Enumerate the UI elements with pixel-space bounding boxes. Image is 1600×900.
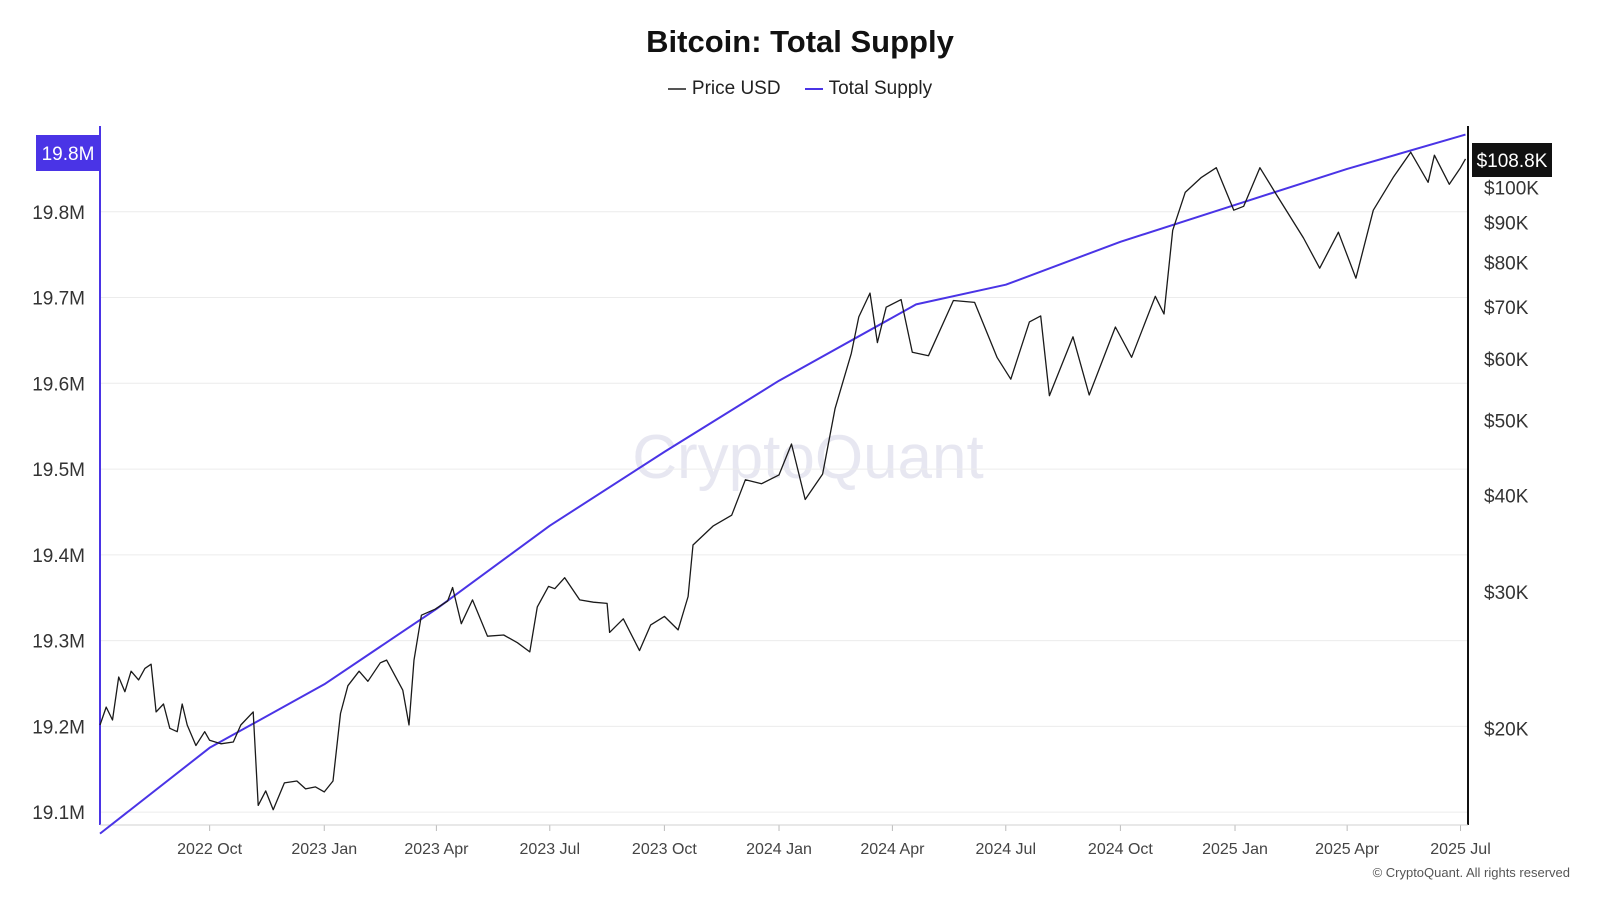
series-line-price-usd bbox=[99, 151, 1467, 811]
x-tick-label: 2023 Apr bbox=[404, 841, 469, 858]
x-tick-label: 2024 Apr bbox=[860, 841, 925, 858]
y-left-tick-label: 19.1M bbox=[32, 803, 85, 824]
y-right-tick-label: $70K bbox=[1484, 298, 1529, 319]
chart-title: Bitcoin: Total Supply bbox=[646, 24, 954, 59]
y-left-tick-label: 19.2M bbox=[32, 717, 85, 738]
x-tick-label: 2023 Oct bbox=[632, 841, 697, 858]
price-current-label-box bbox=[1472, 143, 1552, 177]
legend-label-price: Price USD bbox=[691, 78, 781, 99]
y-left-tick-label: 19.3M bbox=[32, 632, 85, 653]
y-left-tick-label: 19.5M bbox=[32, 460, 85, 481]
y-right-tick-label: $30K bbox=[1484, 583, 1529, 604]
supply-current-label: 19.8M bbox=[42, 144, 95, 165]
x-tick-label: 2023 Jan bbox=[291, 841, 357, 858]
x-tick-label: 2024 Jul bbox=[976, 841, 1037, 858]
legend-swatch-supply bbox=[804, 88, 823, 90]
legend-swatch-price bbox=[667, 88, 686, 90]
x-tick-label: 2023 Jul bbox=[520, 841, 581, 858]
y-right-tick-label: $90K bbox=[1484, 214, 1529, 235]
y-right-tick-label: $20K bbox=[1484, 719, 1529, 740]
legend-item-price[interactable]: Price USD bbox=[667, 78, 781, 100]
legend-item-supply[interactable]: Total Supply bbox=[804, 78, 933, 100]
x-tick-label: 2024 Jan bbox=[746, 841, 812, 858]
y-right-tick-label: $100K bbox=[1484, 178, 1539, 199]
x-tick-label: 2022 Oct bbox=[177, 841, 242, 858]
y-right-tick-label: $60K bbox=[1484, 350, 1529, 371]
y-right-tick-label: $50K bbox=[1484, 411, 1529, 432]
y-right-tick-label: $40K bbox=[1484, 486, 1529, 507]
y-right-tick-label: $80K bbox=[1484, 253, 1529, 274]
legend-label-supply: Total Supply bbox=[828, 78, 933, 99]
y-left-tick-label: 19.8M bbox=[32, 203, 85, 224]
axes bbox=[99, 126, 1469, 831]
series-line-total-supply bbox=[99, 133, 1466, 835]
x-tick-label: 2025 Jul bbox=[1430, 841, 1491, 858]
x-tick-label: 2025 Jan bbox=[1202, 841, 1268, 858]
series-lines bbox=[99, 133, 1467, 835]
tick-labels: 19.1M 19.2M 19.3M 19.4M 19.5M 19.6M 19.7M 19.8M… bbox=[32, 135, 1552, 858]
chart-legend: Price USD Total Supply bbox=[0, 78, 1600, 100]
watermark: CryptoQuant bbox=[632, 423, 984, 492]
x-tick-label: 2025 Apr bbox=[1315, 841, 1380, 858]
x-tick-label: 2024 Oct bbox=[1088, 841, 1153, 858]
supply-current-label-box bbox=[36, 135, 100, 171]
y-left-tick-label: 19.7M bbox=[32, 289, 85, 310]
y-left-tick-label: 19.4M bbox=[32, 546, 85, 567]
grid bbox=[100, 211, 1468, 813]
copyright: © CryptoQuant. All rights reserved bbox=[1372, 865, 1570, 880]
y-left-tick-label: 19.6M bbox=[32, 374, 85, 395]
price-current-label: $108.8K bbox=[1477, 151, 1548, 172]
